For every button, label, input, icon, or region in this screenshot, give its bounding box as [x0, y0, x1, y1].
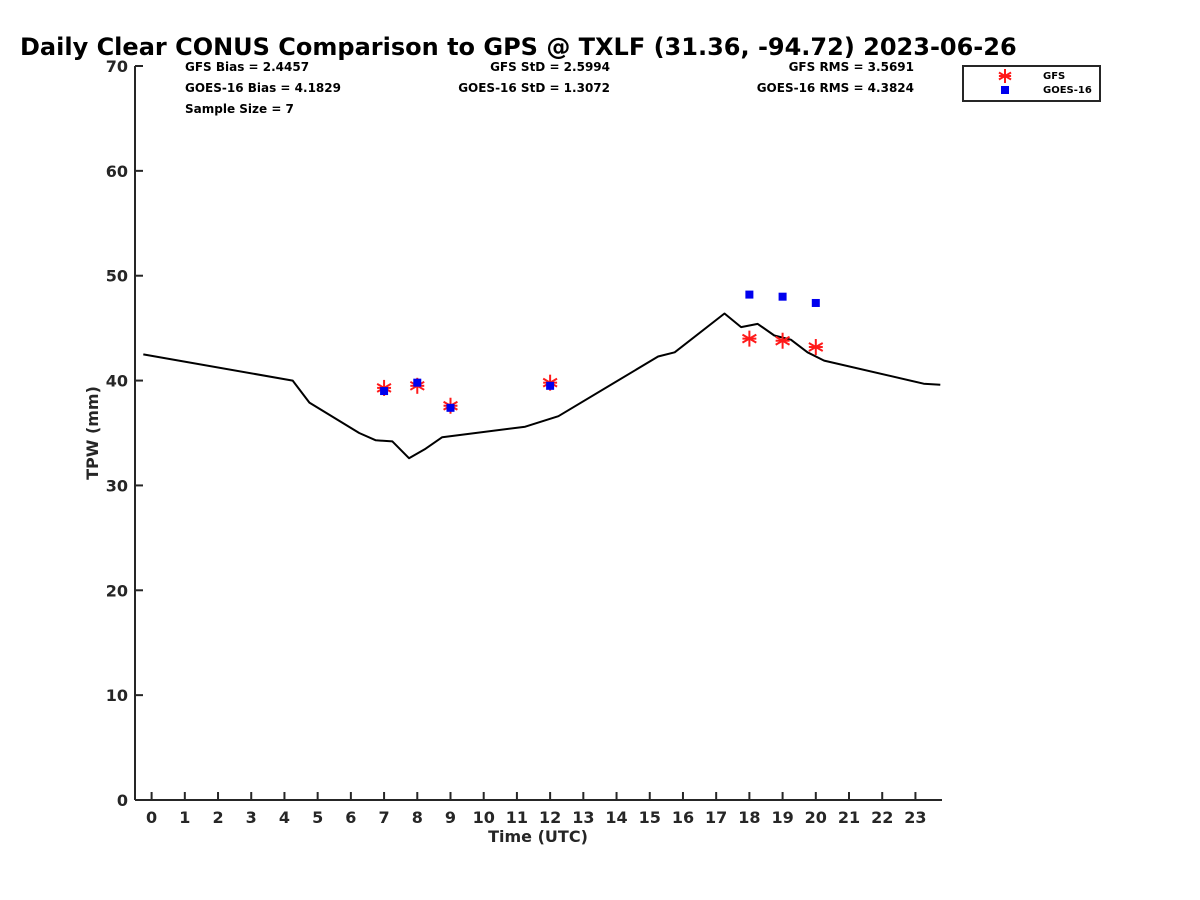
x-tick-label: 18 — [738, 808, 760, 827]
x-tick-label: 17 — [705, 808, 727, 827]
stats-block: GFS Bias = 2.4457 GOES-16 Bias = 4.1829 … — [185, 60, 914, 116]
y-tick-label: 60 — [106, 162, 128, 181]
axes — [134, 66, 942, 801]
legend-gfs-label: GFS — [1043, 71, 1065, 82]
x-tick-label: 20 — [805, 808, 827, 827]
goes-std-label: GOES-16 StD = 1.3072 — [458, 81, 610, 95]
goes-16-point — [778, 292, 787, 301]
gfs-std-label: GFS StD = 2.5994 — [490, 60, 610, 74]
goes-rms-label: GOES-16 RMS = 4.3824 — [757, 81, 914, 95]
x-tick-label: 23 — [904, 808, 926, 827]
gfs-point — [775, 332, 791, 349]
gfs-bias-label: GFS Bias = 2.4457 — [185, 60, 309, 74]
legend: GFS GOES-16 — [962, 65, 1101, 102]
x-tick-label: 21 — [838, 808, 860, 827]
x-tick-label: 7 — [379, 808, 390, 827]
x-tick-label: 15 — [639, 808, 661, 827]
goes-16-point — [546, 381, 555, 390]
goes-bias-label: GOES-16 Bias = 4.1829 — [185, 81, 341, 95]
x-tick-label: 11 — [506, 808, 528, 827]
x-tick-label: 8 — [412, 808, 423, 827]
x-tick-label: 6 — [345, 808, 356, 827]
y-tick-label: 10 — [106, 686, 128, 705]
gfs-series — [376, 330, 824, 414]
y-tick-label: 0 — [117, 791, 128, 810]
x-tick-label: 19 — [771, 808, 793, 827]
y-ticks: 0 10 20 30 40 50 60 70 — [106, 57, 143, 810]
x-tick-label: 4 — [279, 808, 290, 827]
y-tick-label: 30 — [106, 476, 128, 495]
goes-16-series — [380, 290, 820, 412]
x-tick-label: 9 — [445, 808, 456, 827]
x-tick-label: 10 — [473, 808, 495, 827]
x-tick-label: 1 — [179, 808, 190, 827]
gfs-rms-label: GFS RMS = 3.5691 — [789, 60, 914, 74]
goes-16-point — [446, 403, 455, 412]
legend-gfs-marker — [998, 69, 1012, 83]
x-tick-label: 3 — [246, 808, 257, 827]
x-tick-label: 5 — [312, 808, 323, 827]
goes-16-point — [811, 298, 820, 307]
sample-size-label: Sample Size = 7 — [185, 102, 294, 116]
x-tick-label: 13 — [572, 808, 594, 827]
y-tick-label: 70 — [106, 57, 128, 76]
x-tick-label: 22 — [871, 808, 893, 827]
y-tick-label: 50 — [106, 267, 128, 286]
goes-16-point — [745, 290, 754, 299]
x-tick-label: 12 — [539, 808, 561, 827]
legend-box — [962, 65, 1101, 102]
x-tick-label: 14 — [605, 808, 627, 827]
x-tick-label: 2 — [212, 808, 223, 827]
y-tick-label: 40 — [106, 372, 128, 391]
y-axis-label: TPW (mm) — [83, 386, 102, 480]
chart-title: Daily Clear CONUS Comparison to GPS @ TX… — [20, 33, 1017, 61]
goes-16-point — [413, 378, 422, 387]
y-tick-label: 20 — [106, 581, 128, 600]
legend-goes-16-marker — [1001, 86, 1009, 94]
gfs-point — [808, 339, 824, 356]
gps-series-line — [143, 312, 941, 460]
goes-16-point — [380, 387, 389, 396]
x-axis-label: Time (UTC) — [488, 827, 588, 846]
x-tick-label: 16 — [672, 808, 694, 827]
x-tick-label: 0 — [146, 808, 157, 827]
legend-items: GFS GOES-16 — [998, 69, 1092, 96]
gfs-point — [741, 330, 757, 347]
x-ticks: 0 1 2 3 4 5 6 7 8 9 10 11 12 13 14 15 16 17 18 19 20 21 22 23 — [146, 792, 927, 827]
legend-goes-16-label: GOES-16 — [1043, 85, 1092, 96]
series-layer — [143, 290, 941, 460]
